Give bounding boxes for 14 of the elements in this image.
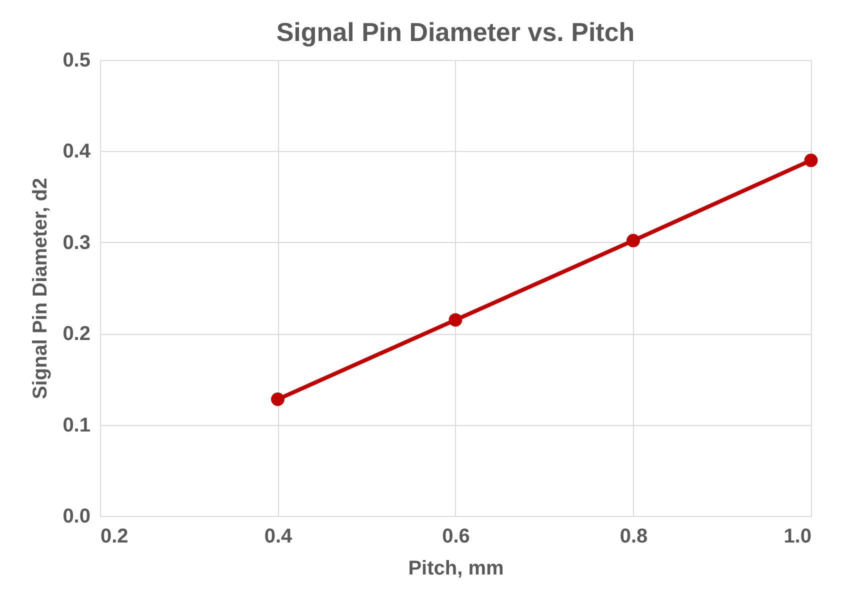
x-axis-title: Pitch, mm (408, 558, 504, 580)
x-tick-label: 0.4 (264, 526, 294, 548)
y-tick-label: 0.3 (62, 232, 90, 254)
y-tick-label: 0.2 (62, 323, 90, 346)
y-tick-label: 0.5 (62, 50, 90, 72)
y-tick-label: 0.0 (62, 506, 90, 528)
x-tick-label: 0.8 (620, 526, 648, 548)
x-tick-label: 1.0 (784, 526, 812, 548)
x-tick-label: 0.2 (100, 526, 128, 548)
y-axis-title: Signal Pin Diameter, d2 (30, 178, 52, 400)
x-tick-label: 0.6 (442, 526, 470, 548)
chart-title: Signal Pin Diameter vs. Pitch (276, 17, 635, 47)
y-tick-label: 0.4 (62, 140, 92, 163)
y-tick-label: 0.1 (62, 414, 90, 436)
